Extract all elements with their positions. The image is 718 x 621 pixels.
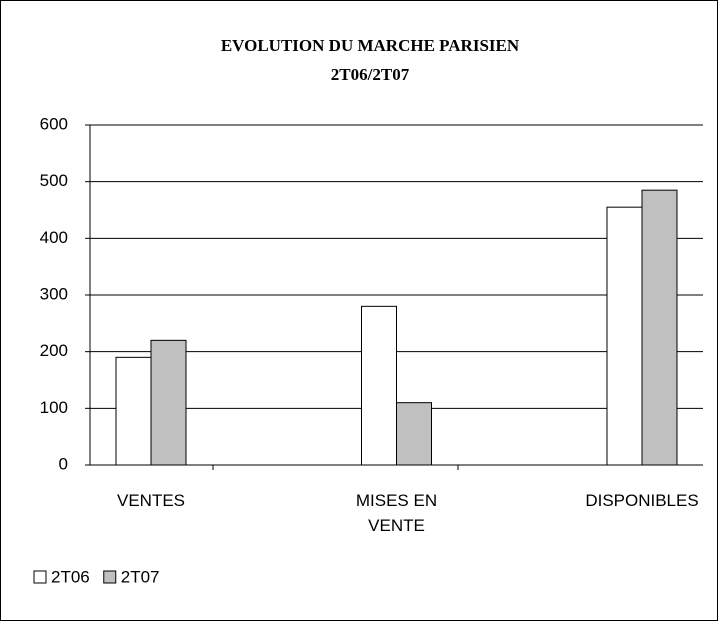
y-tick-label: 200	[40, 341, 68, 360]
bar	[115, 356, 152, 466]
y-tick-label: 100	[40, 398, 68, 417]
bar	[641, 189, 678, 466]
bar	[361, 305, 397, 466]
x-tick-label: VENTES	[116, 491, 186, 510]
y-tick-label: 0	[59, 454, 68, 473]
legend-swatch	[103, 570, 117, 584]
x-tick-label: MISES EN VENTE	[355, 491, 438, 535]
chart-subtitle: 2T06/2T07	[331, 65, 410, 84]
y-tick-label: 500	[40, 171, 68, 190]
chart-title: EVOLUTION DU MARCHE PARISIEN	[221, 36, 520, 55]
legend-label: 2T06	[51, 567, 90, 586]
x-tick-label: DISPONIBLES	[585, 491, 699, 510]
bar	[396, 402, 432, 466]
y-tick-label: 400	[40, 228, 68, 247]
y-tick-label: 300	[40, 284, 68, 303]
legend-label: 2T07	[121, 567, 160, 586]
bar	[150, 339, 187, 466]
legend-swatch	[33, 570, 47, 584]
y-tick-label: 600	[40, 114, 68, 133]
bar	[606, 206, 643, 466]
